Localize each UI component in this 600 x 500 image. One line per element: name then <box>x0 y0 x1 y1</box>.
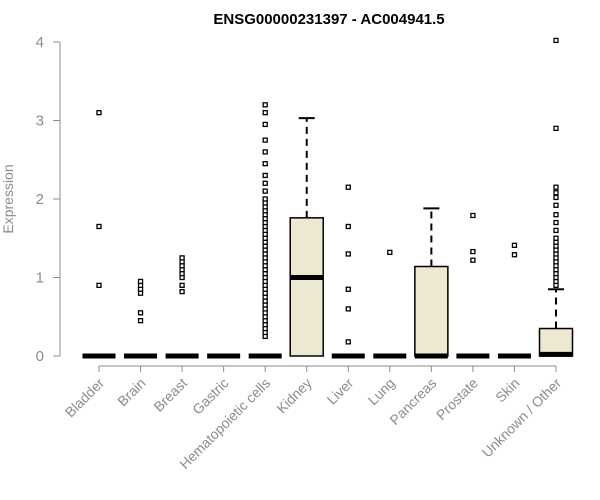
outlier-point <box>345 251 351 257</box>
outlier-point <box>470 248 476 255</box>
x-tick-label: Unknown / Other <box>479 375 565 461</box>
outlier-point <box>137 318 144 324</box>
outlier-point <box>511 252 518 258</box>
outlier-point <box>553 190 559 196</box>
outlier-point <box>262 121 268 128</box>
y-axis-label: Expression <box>0 164 16 233</box>
box-breast <box>165 255 199 359</box>
box-hematopoietic-cells <box>248 102 282 359</box>
x-tick-label: Skin <box>492 375 523 406</box>
x-tick-label: Kidney <box>273 375 315 417</box>
box-body <box>289 217 324 357</box>
outlier-point <box>553 125 559 131</box>
outlier-point <box>345 286 351 292</box>
outlier-point <box>553 37 559 44</box>
box-lung <box>373 249 407 359</box>
x-tick-label: Lung <box>365 375 398 408</box>
outlier-point <box>553 219 559 226</box>
outlier-point <box>96 110 102 116</box>
chart-title: ENSG00000231397 - AC004941.5 <box>213 11 444 28</box>
outlier-point <box>553 212 559 218</box>
outlier-point <box>262 102 268 108</box>
outlier-point <box>137 278 144 285</box>
box-unknown-other <box>538 37 574 357</box>
outlier-point <box>262 110 268 116</box>
outlier-point <box>179 282 185 289</box>
y-axis: 0 1 2 3 4 <box>36 34 61 365</box>
outlier-point <box>553 194 559 201</box>
box-liver <box>331 184 365 359</box>
outlier-point <box>387 249 393 256</box>
box-kidney <box>289 117 324 357</box>
outlier-point <box>470 257 476 263</box>
box-bladder <box>82 110 116 359</box>
y-tick-label: 2 <box>36 191 44 208</box>
outlier-point <box>470 212 476 219</box>
outlier-point <box>262 180 268 186</box>
outlier-point <box>262 149 268 155</box>
y-tick-label: 1 <box>36 270 44 287</box>
box-pancreas <box>414 207 449 359</box>
outlier-point <box>262 188 268 194</box>
outlier-point <box>553 202 559 208</box>
outlier-point <box>96 282 102 289</box>
outlier-point <box>345 339 351 345</box>
outlier-point <box>179 255 185 261</box>
outlier-point <box>262 137 268 143</box>
x-tick-label: Breast <box>150 375 190 415</box>
y-tick-label: 4 <box>36 34 44 51</box>
outlier-point <box>553 235 559 241</box>
y-tick-label: 3 <box>36 113 44 130</box>
box-body <box>538 327 574 357</box>
outlier-point <box>96 223 102 230</box>
box-brain <box>124 278 158 359</box>
x-tick-label: Brain <box>114 375 148 409</box>
outlier-point <box>553 184 559 190</box>
boxes-layer <box>82 37 574 359</box>
y-tick-label: 0 <box>36 348 44 365</box>
box-body <box>414 265 449 357</box>
box-skin <box>497 242 531 359</box>
x-tick-label: Bladder <box>62 375 108 421</box>
outlier-point <box>262 161 268 167</box>
outlier-point <box>262 172 268 179</box>
outlier-point <box>137 310 144 316</box>
outlier-point <box>553 227 559 234</box>
outlier-point <box>345 184 351 190</box>
outlier-point <box>345 306 351 312</box>
outlier-point <box>511 242 518 248</box>
outlier-point <box>179 288 185 295</box>
outlier-point <box>345 223 351 230</box>
outlier-point <box>262 196 268 202</box>
x-tick-label: Liver <box>324 375 357 408</box>
x-tick-label: Prostate <box>433 375 481 423</box>
box-prostate <box>456 212 490 359</box>
